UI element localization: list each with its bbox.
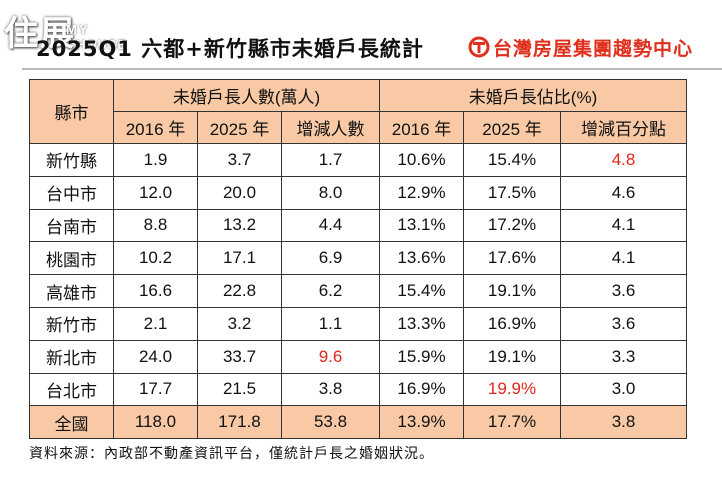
cell: 10.6% [379, 143, 465, 177]
cell: 4.4 [280, 208, 381, 243]
subheader: 2016 年 [113, 111, 198, 144]
cell: 1.9 [113, 143, 198, 177]
cell: 17.1 [197, 241, 282, 276]
cell: 171.8 [197, 405, 282, 440]
cell: 13.6% [379, 241, 465, 276]
cell: 17.7 [113, 372, 198, 407]
cell-highlight: 9.6 [280, 339, 381, 374]
cell: 16.9% [379, 372, 465, 407]
cell-city: 台中市 [29, 175, 114, 210]
stats-table: 縣市 未婚戶長人數(萬人) 未婚戶長佔比(%) 2016 年 2025 年 增減… [29, 79, 688, 440]
cell: 16.9% [463, 306, 562, 341]
table-row: 新竹縣 1.9 3.7 1.7 10.6% 15.4% 4.8 [29, 143, 688, 177]
cell: 6.2 [280, 274, 381, 308]
watermark-logo: 住展 [4, 14, 76, 54]
table-row: 台中市 12.0 20.0 8.0 12.9% 17.5% 4.6 [29, 175, 688, 210]
cell: 19.1% [463, 274, 562, 308]
brand: 台灣房屋集團趨勢中心 [468, 33, 693, 61]
cell: 33.7 [197, 339, 282, 374]
subheader: 增減人數 [280, 111, 381, 144]
cell-city: 台南市 [29, 208, 114, 243]
cell: 3.6 [560, 306, 688, 341]
cell: 2.1 [113, 306, 198, 341]
brand-name: 台灣房屋集團趨勢中心 [493, 37, 694, 60]
cell-city: 全國 [29, 405, 114, 440]
cell: 20.0 [197, 175, 282, 210]
cell: 17.2% [463, 208, 562, 243]
col-city-header: 縣市 [29, 79, 114, 144]
cell: 13.1% [379, 208, 465, 243]
table-total-row: 全國 118.0 171.8 53.8 13.9% 17.7% 3.8 [29, 405, 688, 440]
cell: 3.7 [197, 143, 282, 177]
cell-city: 桃園市 [29, 241, 114, 276]
cell-city: 新竹縣 [29, 143, 114, 177]
table-row: 新竹市 2.1 3.2 1.1 13.3% 16.9% 3.6 [29, 306, 688, 341]
cell: 21.5 [197, 372, 282, 407]
cell: 4.1 [560, 241, 688, 276]
watermark-sub: MY [66, 22, 90, 37]
header-row-1: 縣市 未婚戶長人數(萬人) 未婚戶長佔比(%) [29, 79, 688, 144]
header-row-2: 2016 年 2025 年 增減人數 2016 年 2025 年 增減百分點 [30, 111, 688, 144]
cell: 1.1 [280, 306, 381, 341]
cell: 3.0 [560, 372, 688, 407]
source-note: 資料來源：內政部不動產資訊平台，僅統計戶長之婚姻狀況。 [29, 446, 434, 462]
cell: 1.7 [280, 143, 381, 177]
header: 住展 MY HOUSE 2025Q1 六都+新竹縣市未婚戶長統計 台灣房屋集團趨… [0, 0, 722, 70]
cell-city: 新北市 [29, 339, 114, 374]
group-header-ratio: 未婚戶長佔比(%) [379, 79, 688, 112]
cell-highlight: 4.8 [560, 143, 688, 177]
cell: 17.7% [463, 405, 562, 440]
table-row: 台北市 17.7 21.5 3.8 16.9% 19.9% 3.0 [29, 372, 688, 407]
cell: 22.8 [197, 274, 282, 308]
cell: 53.8 [280, 405, 381, 440]
cell: 8.0 [280, 175, 381, 210]
cell: 15.9% [379, 339, 465, 374]
cell-city: 高雄市 [29, 274, 114, 308]
cell: 17.5% [463, 175, 562, 210]
cell: 6.9 [280, 241, 381, 276]
cell: 13.3% [379, 306, 465, 341]
cell: 15.4% [463, 143, 562, 177]
cell: 13.2 [197, 208, 282, 243]
cell: 12.9% [379, 175, 465, 210]
cell-city: 新竹市 [29, 306, 114, 341]
cell: 3.6 [560, 274, 688, 308]
cell-city: 台北市 [29, 372, 114, 407]
cell: 8.8 [113, 208, 198, 243]
header-divider [22, 68, 722, 70]
page-title: 2025Q1 六都+新竹縣市未婚戶長統計 [36, 37, 424, 61]
cell: 3.8 [560, 405, 688, 440]
subheader: 2016 年 [379, 111, 465, 144]
table-row: 高雄市 16.6 22.8 6.2 15.4% 19.1% 3.6 [29, 274, 688, 308]
cell-highlight: 19.9% [463, 372, 562, 407]
cell: 3.3 [560, 339, 688, 374]
cell: 19.1% [463, 339, 562, 374]
cell: 4.6 [560, 175, 688, 210]
cell: 13.9% [379, 405, 465, 440]
table-row: 台南市 8.8 13.2 4.4 13.1% 17.2% 4.1 [29, 208, 688, 243]
cell: 17.6% [463, 241, 562, 276]
brand-logo-icon [468, 36, 490, 58]
subheader: 2025 年 [463, 111, 562, 144]
cell: 16.6 [113, 274, 198, 308]
subheader: 增減百分點 [560, 111, 688, 144]
cell: 3.8 [280, 372, 381, 407]
cell: 118.0 [113, 405, 198, 440]
subheader: 2025 年 [197, 111, 282, 144]
cell: 24.0 [113, 339, 198, 374]
group-header-count: 未婚戶長人數(萬人) [112, 79, 381, 112]
cell: 4.1 [560, 208, 688, 243]
cell: 3.2 [197, 306, 282, 341]
cell: 15.4% [379, 274, 465, 308]
watermark-sub2: HOUSE [76, 37, 128, 52]
table-row: 桃園市 10.2 17.1 6.9 13.6% 17.6% 4.1 [29, 241, 688, 276]
cell: 10.2 [113, 241, 198, 276]
table-row: 新北市 24.0 33.7 9.6 15.9% 19.1% 3.3 [29, 339, 688, 374]
cell: 12.0 [113, 175, 198, 210]
